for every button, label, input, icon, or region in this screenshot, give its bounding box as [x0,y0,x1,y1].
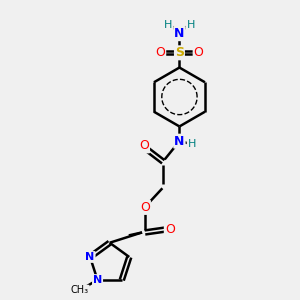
Text: O: O [139,140,149,152]
Text: O: O [165,223,175,236]
Text: O: O [155,46,165,59]
Text: H: H [164,20,172,30]
Text: H: H [186,20,195,30]
Text: O: O [194,46,203,59]
Text: CH₃: CH₃ [71,285,89,295]
Text: S: S [175,46,184,59]
Text: N: N [174,27,184,40]
Text: H: H [188,139,196,148]
Text: O: O [140,201,150,214]
Text: N: N [174,135,184,148]
Text: N: N [93,275,102,285]
Text: N: N [85,252,95,262]
